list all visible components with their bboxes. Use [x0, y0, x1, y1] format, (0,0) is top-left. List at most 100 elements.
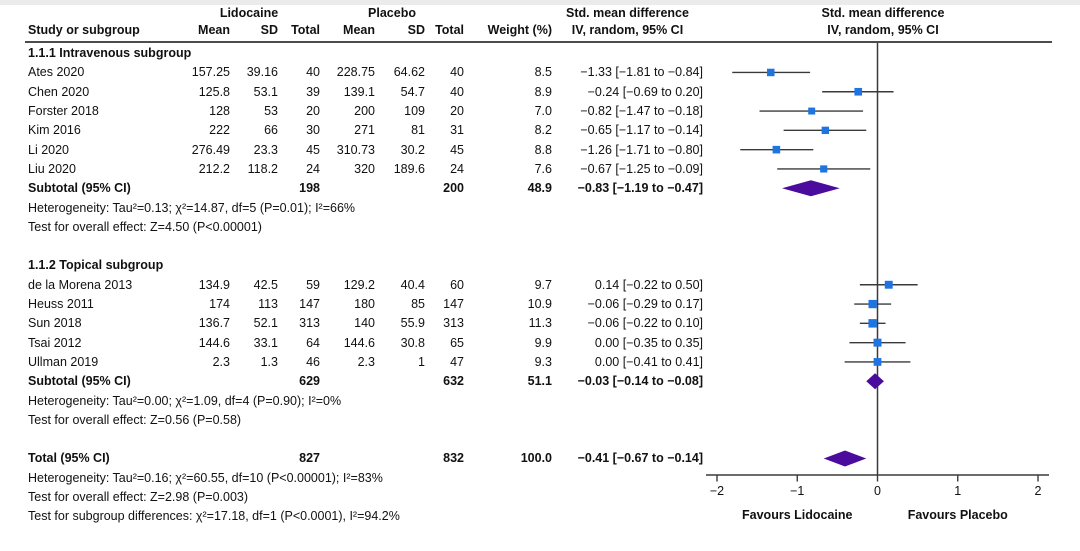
cell-t2: 40 — [450, 65, 464, 80]
cell-study: Sun 2018 — [28, 316, 82, 331]
cell-t1: 64 — [306, 335, 320, 350]
cell-t1: 147 — [299, 297, 320, 312]
cell-wt: 7.6 — [534, 161, 552, 176]
row-label: Test for subgroup differences: χ²=17.18,… — [28, 509, 400, 524]
row-label: Test for overall effect: Z=2.98 (P=0.003… — [28, 490, 249, 505]
cell-study: Tsai 2012 — [28, 335, 82, 350]
cell-ci: −0.82 [−1.47 to −0.18] — [580, 104, 703, 119]
cell-ci: 0.00 [−0.41 to 0.41] — [594, 354, 703, 369]
cell-ci: 0.00 [−0.35 to 0.35] — [594, 335, 703, 350]
cell-ci: −0.67 [−1.25 to −0.09] — [580, 161, 703, 176]
subgroup-heading: 1.1.2 Topical subgroup — [0, 256, 163, 275]
cell-ci: −0.65 [−1.17 to −0.14] — [580, 123, 703, 138]
blank-row — [0, 430, 28, 449]
cell-t1: 20 — [306, 104, 320, 119]
cell-sd2: 189.6 — [393, 161, 425, 176]
blank-row — [0, 237, 28, 256]
col-header-sd-placebo: SD — [407, 23, 425, 37]
study-row: Sun 2018 136.7 52.1 313 140 55.9 313 11.3 −0.06 … — [0, 314, 703, 333]
cell-sd2: 85 — [411, 297, 425, 312]
cell-t1: 827 — [299, 451, 320, 466]
cell-m2: 2.3 — [357, 354, 375, 369]
cell-m2: 320 — [354, 161, 375, 176]
col-header-study: Study or subgroup — [28, 23, 140, 37]
cell-wt: 9.7 — [534, 277, 552, 292]
col-header-weight: Weight (%) — [487, 23, 552, 37]
cell-wt: 100.0 — [520, 451, 552, 466]
cell-sd1: 1.3 — [260, 354, 278, 369]
cell-m1: 2.3 — [212, 354, 230, 369]
cell-t1: 24 — [306, 161, 320, 176]
cell-t2: 632 — [443, 374, 464, 389]
cell-m1: 144.6 — [198, 335, 230, 350]
cell-sd1: 118.2 — [247, 161, 278, 176]
page-edge-strip — [0, 0, 1080, 5]
cell-wt: 9.3 — [534, 354, 552, 369]
cell-sd2: 40.4 — [400, 277, 425, 292]
cell-study: Chen 2020 — [28, 84, 90, 99]
col-header-total-lidocaine: Total — [291, 23, 320, 37]
stats-text-row: Test for overall effect: Z=0.56 (P=0.58) — [0, 410, 241, 429]
cell-study: Forster 2018 — [28, 104, 99, 119]
cell-t1: 59 — [306, 277, 320, 292]
cell-sd1: 23.3 — [253, 142, 278, 157]
cell-sd2: 54.7 — [400, 84, 425, 99]
row-label: Heterogeneity: Tau²=0.13; χ²=14.87, df=5… — [28, 200, 356, 215]
cell-t2: 60 — [450, 277, 464, 292]
cell-wt: 11.3 — [528, 316, 552, 331]
stats-text-row: Heterogeneity: Tau²=0.00; χ²=1.09, df=4 … — [0, 391, 341, 410]
cell-sd1: 33.1 — [253, 335, 278, 350]
cell-study: Subtotal (95% CI) — [28, 374, 131, 389]
cell-ci: −1.33 [−1.81 to −0.84] — [580, 65, 703, 80]
cell-m1: 128 — [209, 104, 230, 119]
study-row: Liu 2020 212.2 118.2 24 320 189.6 24 7.6 −0.67 [… — [0, 159, 703, 178]
cell-sd1: 52.1 — [253, 316, 278, 331]
cell-wt: 8.8 — [534, 142, 552, 157]
cell-sd1: 39.16 — [246, 65, 278, 80]
cell-study: Total (95% CI) — [28, 451, 110, 466]
cell-t2: 147 — [443, 297, 464, 312]
cell-t2: 47 — [450, 354, 464, 369]
cell-sd1: 42.5 — [253, 277, 278, 292]
study-row: Forster 2018 128 53 20 200 109 20 7.0 −0.82 [−1.… — [0, 101, 703, 120]
cell-t2: 313 — [443, 316, 464, 331]
smd-text-col-title: Std. mean difference — [566, 6, 689, 20]
cell-t1: 30 — [306, 123, 320, 138]
cell-t1: 313 — [299, 316, 320, 331]
cell-m1: 125.8 — [198, 84, 230, 99]
cell-t1: 45 — [306, 142, 320, 157]
cell-study: Subtotal (95% CI) — [28, 181, 131, 196]
cell-t1: 629 — [299, 374, 320, 389]
row-label: Test for overall effect: Z=0.56 (P=0.58) — [28, 412, 242, 427]
cell-sd2: 81 — [411, 123, 425, 138]
cell-m2: 271 — [354, 123, 375, 138]
cell-wt: 48.9 — [527, 181, 552, 196]
cell-study: Liu 2020 — [28, 161, 76, 176]
cell-sd1: 53.1 — [253, 84, 278, 99]
cell-t2: 31 — [450, 123, 464, 138]
cell-t1: 39 — [306, 84, 320, 99]
col-header-mean-lidocaine: Mean — [198, 23, 230, 37]
stats-text-row: Test for overall effect: Z=4.50 (P<0.000… — [0, 217, 262, 236]
row-label: Test for overall effect: Z=4.50 (P<0.000… — [28, 219, 262, 234]
stats-text-row: Test for overall effect: Z=2.98 (P=0.003… — [0, 487, 248, 506]
col-header-ci-plot: IV, random, 95% CI — [827, 23, 939, 37]
study-row: Tsai 2012 144.6 33.1 64 144.6 30.8 65 9.9 0.00 [… — [0, 333, 703, 352]
stats-text-row: Heterogeneity: Tau²=0.16; χ²=60.55, df=1… — [0, 468, 383, 487]
study-row: Kim 2016 222 66 30 271 81 31 8.2 −0.65 [−1.17 to… — [0, 121, 703, 140]
cell-study: Ullman 2019 — [28, 354, 99, 369]
cell-t2: 200 — [443, 181, 464, 196]
cell-m2: 144.6 — [343, 335, 375, 350]
stats-text-row: Heterogeneity: Tau²=0.13; χ²=14.87, df=5… — [0, 198, 355, 217]
cell-m2: 200 — [354, 104, 375, 119]
cell-m1: 174 — [209, 297, 230, 312]
cell-m1: 212.2 — [198, 161, 230, 176]
row-label: Heterogeneity: Tau²=0.16; χ²=60.55, df=1… — [28, 470, 383, 485]
cell-sd1: 113 — [258, 297, 278, 312]
cell-sd1: 53 — [264, 104, 278, 119]
row-label: Heterogeneity: Tau²=0.00; χ²=1.09, df=4 … — [28, 393, 342, 408]
cell-t1: 46 — [306, 354, 320, 369]
cell-sd2: 109 — [404, 104, 425, 119]
